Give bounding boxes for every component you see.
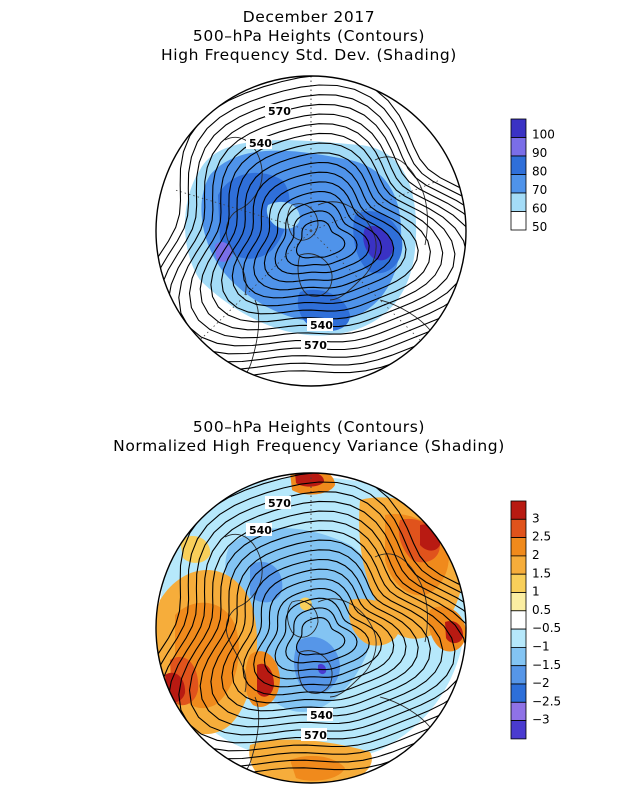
- colorbar-swatch: [510, 500, 527, 520]
- contour-labels-top: 570 540 540 570: [246, 104, 333, 352]
- height-contour-line: [167, 500, 466, 752]
- height-contour-line: [231, 558, 419, 704]
- colorbar-label: 1: [532, 585, 540, 599]
- height-contour-line: [199, 529, 456, 728]
- colorbar-label: 2: [532, 548, 540, 562]
- month-title: December 2017: [242, 8, 376, 26]
- map-border: [155, 75, 467, 387]
- colorbar-swatch: [510, 174, 527, 194]
- height-contour-line: [242, 171, 407, 299]
- colorbar-swatch: [510, 192, 527, 212]
- colorbar-swatch: [510, 518, 527, 538]
- colorbar-swatch: [510, 665, 527, 685]
- stddev-shading: [185, 140, 417, 336]
- colorbar-label: −2: [532, 676, 550, 690]
- height-contour-line: [221, 152, 431, 315]
- height-contour-line: [253, 181, 395, 291]
- height-contour-line: [156, 481, 466, 768]
- height-contour-line: [210, 539, 444, 720]
- contour-labels-bottom: 570 540 540 570: [246, 496, 333, 742]
- contour-label-540: 540: [310, 709, 333, 722]
- colorbar-label: 1.5: [532, 566, 551, 580]
- colorbar-label: 60: [532, 202, 547, 216]
- height-contour-line: [188, 520, 466, 736]
- height-contour-line: [231, 161, 419, 307]
- colorbar-label: 80: [532, 165, 547, 179]
- colorbar-swatch: [510, 610, 527, 630]
- colorbar-swatch: [510, 537, 527, 557]
- colorbar-label: −1: [532, 639, 550, 653]
- height-contour-line: [285, 607, 358, 664]
- height-contour-line: [188, 123, 466, 339]
- colorbar-label: −2.5: [532, 694, 561, 708]
- contour-label-570: 570: [304, 339, 327, 352]
- height-contour-line: [274, 597, 370, 672]
- colorbar-swatch: [510, 118, 527, 138]
- contour-label-540: 540: [310, 319, 333, 332]
- contour-label-540: 540: [249, 524, 272, 537]
- top-title: December 2017 500–hPa Heights (Contours)…: [0, 8, 618, 65]
- contour-title: 500–hPa Heights (Contours): [192, 27, 426, 45]
- contour-label-570: 570: [268, 497, 291, 510]
- height-contour-line: [295, 220, 346, 259]
- colorbar-label: 70: [532, 183, 547, 197]
- colorbar-swatch: [510, 628, 527, 648]
- colorbar-swatch: [510, 555, 527, 575]
- colorbar-label: 3: [532, 511, 540, 525]
- colorbar-label: 50: [532, 220, 547, 234]
- height-contour-line: [156, 491, 466, 760]
- height-contour-line: [263, 190, 383, 283]
- colorbar-swatch: [510, 155, 527, 175]
- colorbar-swatch: [510, 573, 527, 593]
- height-contour-line: [178, 113, 466, 347]
- colorbar-label: 90: [532, 146, 547, 160]
- contour-label-540: 540: [249, 137, 272, 150]
- map-border-bottom: [155, 472, 467, 784]
- height-contour-line: [295, 617, 346, 656]
- colorbar-label: 0.5: [532, 603, 551, 617]
- top-polar-map: 570 540 540 570: [155, 75, 467, 387]
- colorbar-swatch: [510, 701, 527, 721]
- stddev-colorbar: 100 90 80 70 60 50: [510, 118, 555, 234]
- height-contour-line: [210, 142, 444, 323]
- height-contour-line: [263, 587, 383, 680]
- height-contour-line: [221, 549, 431, 712]
- bottom-polar-map: 570 540 540 570: [155, 472, 467, 784]
- height-contour-line: [199, 132, 456, 331]
- shading-title-bottom: Normalized High Frequency Variance (Shad…: [113, 437, 505, 455]
- height-contour-line: [274, 200, 370, 275]
- colorbar-label: −1.5: [532, 658, 561, 672]
- height-contour-line: [167, 103, 466, 355]
- height-contours-bottom: [156, 473, 466, 776]
- colorbar-swatch: [510, 647, 527, 667]
- height-contour-line: [253, 578, 395, 688]
- height-contour-line: [242, 568, 407, 696]
- colorbar-swatch: [510, 720, 527, 740]
- colorbar-label: −3: [532, 713, 550, 727]
- height-contour-line: [178, 510, 466, 744]
- contour-label-570: 570: [268, 105, 291, 118]
- variance-colorbar: 3 2.5 2 1.5 1 0.5 −0.5 −1 −1.5 −2 −2.5 −3: [510, 500, 561, 740]
- shading-title: High Frequency Std. Dev. (Shading): [161, 46, 457, 64]
- colorbar-label: 2.5: [532, 530, 551, 544]
- height-contour-line: [285, 210, 358, 267]
- contour-title-bottom: 500–hPa Heights (Contours): [192, 418, 426, 436]
- colorbar-swatch: [510, 592, 527, 612]
- contour-label-570: 570: [304, 729, 327, 742]
- height-contour-line: [156, 94, 466, 363]
- colorbar-swatch: [510, 211, 527, 231]
- bottom-title: 500–hPa Heights (Contours) Normalized Hi…: [0, 418, 618, 456]
- colorbar-swatch: [510, 683, 527, 703]
- height-contour-line: [156, 84, 466, 371]
- colorbar-label: 100: [532, 128, 555, 142]
- colorbar-label: −0.5: [532, 621, 561, 635]
- colorbar-swatch: [510, 137, 527, 157]
